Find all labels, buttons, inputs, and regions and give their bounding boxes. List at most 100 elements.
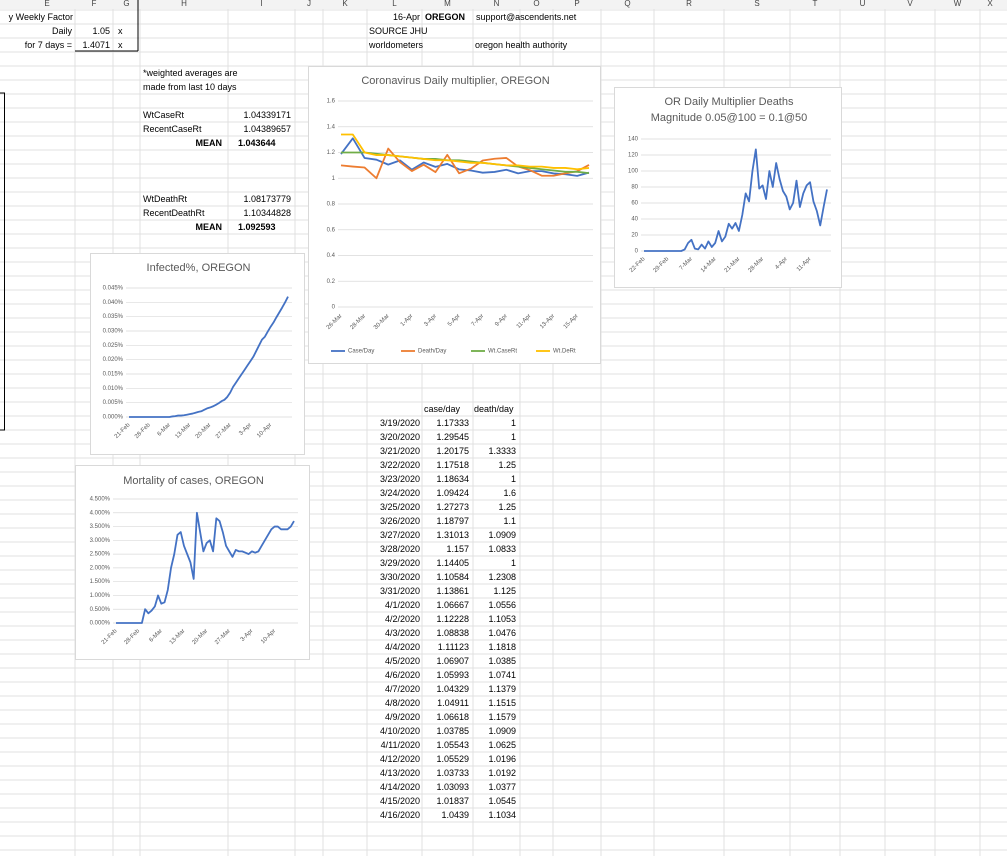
legend-label: Death/Day [418, 349, 446, 355]
cell: 4/8/2020 [384, 698, 420, 708]
line-series [341, 133, 590, 171]
cell: 1.03785 [436, 726, 469, 736]
x-tick-label: 28-Feb [123, 628, 141, 646]
col-header: H [181, 0, 187, 8]
y-tick-label: 100 [628, 169, 639, 175]
x-tick-label: 14-Mar [700, 256, 718, 274]
cell: 3/25/2020 [379, 502, 420, 512]
cell: 4/5/2020 [384, 656, 420, 666]
x-tick-label: 4-Apr [774, 256, 789, 271]
y-tick-label: 0.4 [327, 253, 336, 259]
cell: 1.2308 [488, 572, 516, 582]
col-header-bar [0, 0, 1007, 9]
x-tick-label: 3-Apr [240, 628, 255, 643]
line-series [129, 296, 289, 418]
x-tick-label: 7-Apr [471, 313, 486, 328]
cell: 4/7/2020 [384, 684, 420, 694]
cell: 1.043644 [238, 138, 276, 148]
cell: 1.125 [493, 586, 516, 596]
chart: Coronavirus Daily multiplier, OREGON 0 0.2… [308, 66, 601, 364]
cell: *weighted averages are [143, 68, 238, 78]
cell: oregon health authority [475, 40, 568, 50]
cell: 4/4/2020 [384, 642, 420, 652]
cell: 1.09424 [436, 488, 469, 498]
cell: 1.06667 [436, 600, 469, 610]
cell: 4/10/2020 [379, 726, 420, 736]
col-header: E [44, 0, 49, 8]
cell: 3/28/2020 [379, 544, 420, 554]
cell: 3/23/2020 [379, 474, 420, 484]
y-tick-label: 80 [631, 185, 638, 191]
cell: 3/20/2020 [379, 432, 420, 442]
y-tick-label: 20 [631, 233, 638, 239]
cell: 3/24/2020 [379, 488, 420, 498]
cell: case/day [424, 404, 461, 414]
cell: 3/19/2020 [379, 418, 420, 428]
y-tick-label: 3.000% [90, 538, 111, 544]
cell: 1.17333 [436, 418, 469, 428]
y-tick-label: 2.000% [90, 565, 111, 571]
cell: 3/31/2020 [379, 586, 420, 596]
col-header: W [954, 0, 962, 8]
x-tick-label: 1-Apr [400, 313, 415, 328]
x-tick-label: 29-Feb [653, 256, 671, 274]
cell: 1.27273 [436, 502, 469, 512]
cell: 1.04329 [436, 684, 469, 694]
cell: 1.1818 [488, 642, 516, 652]
y-tick-label: 4.000% [90, 510, 111, 516]
col-header: T [813, 0, 818, 8]
cell: 1.31013 [436, 530, 469, 540]
col-header: G [123, 0, 129, 8]
cell: for 7 days = [24, 40, 72, 50]
cell: 1.13861 [436, 586, 469, 596]
cell: 1.05529 [436, 754, 469, 764]
y-tick-label: 4.500% [90, 497, 111, 503]
cell: death/day [474, 404, 514, 414]
cell: 1.03733 [436, 768, 469, 778]
x-tick-label: 7-Mar [679, 256, 694, 271]
x-tick-label: 11-Apr [796, 256, 813, 273]
cell: 4/12/2020 [379, 754, 420, 764]
chart: Infected%, OREGON 0.000% 0.005% 0.010% 0.015… [90, 253, 305, 455]
cell: support@ascendents.net [476, 12, 577, 22]
y-tick-label: 0.045% [103, 286, 124, 292]
y-tick-label: 60 [631, 201, 638, 207]
cell: 16-Apr [392, 12, 420, 22]
y-tick-label: 0.2 [327, 279, 336, 285]
y-tick-label: 0.030% [103, 329, 124, 335]
x-tick-label: 6-Mar [149, 628, 164, 643]
y-tick-label: 0.040% [103, 300, 124, 306]
cell: 1.10584 [436, 572, 469, 582]
y-tick-label: 0 [332, 305, 336, 311]
cell: 1.0833 [488, 544, 516, 554]
x-tick-label: 27-Mar [214, 628, 232, 646]
x-tick-label: 10-Apr [260, 628, 277, 645]
cell: OREGON [425, 12, 466, 22]
cell: SOURCE JHU [369, 26, 428, 36]
cell: 4/11/2020 [380, 740, 420, 750]
x-tick-label: 28-Mar [349, 313, 367, 331]
x-tick-label: 20-Mar [191, 628, 209, 646]
x-tick-label: 28-Feb [134, 422, 152, 440]
col-header: P [574, 0, 579, 8]
y-tick-label: 1.2 [327, 150, 336, 156]
y-tick-label: 0.005% [103, 400, 124, 406]
cell: 4/15/2020 [379, 796, 420, 806]
cell: 1.12228 [436, 614, 469, 624]
chart-title: Mortality of cases, OREGON [123, 475, 264, 487]
cell: 1.0741 [488, 670, 516, 680]
chart-title: Infected%, OREGON [147, 262, 251, 274]
cell: 4/2/2020 [384, 614, 420, 624]
x-tick-label: 11-Apr [516, 313, 533, 330]
y-tick-label: 40 [631, 217, 638, 223]
col-header: L [392, 0, 397, 8]
cell: 1.1379 [488, 684, 516, 694]
cell: 1.0545 [488, 796, 516, 806]
cell: 1.06907 [436, 656, 469, 666]
cell: 1.25 [498, 502, 516, 512]
cell: 3/29/2020 [379, 558, 420, 568]
cell: 4/14/2020 [379, 782, 420, 792]
cell: made from last 10 days [143, 82, 237, 92]
cell: 1.0196 [488, 754, 516, 764]
